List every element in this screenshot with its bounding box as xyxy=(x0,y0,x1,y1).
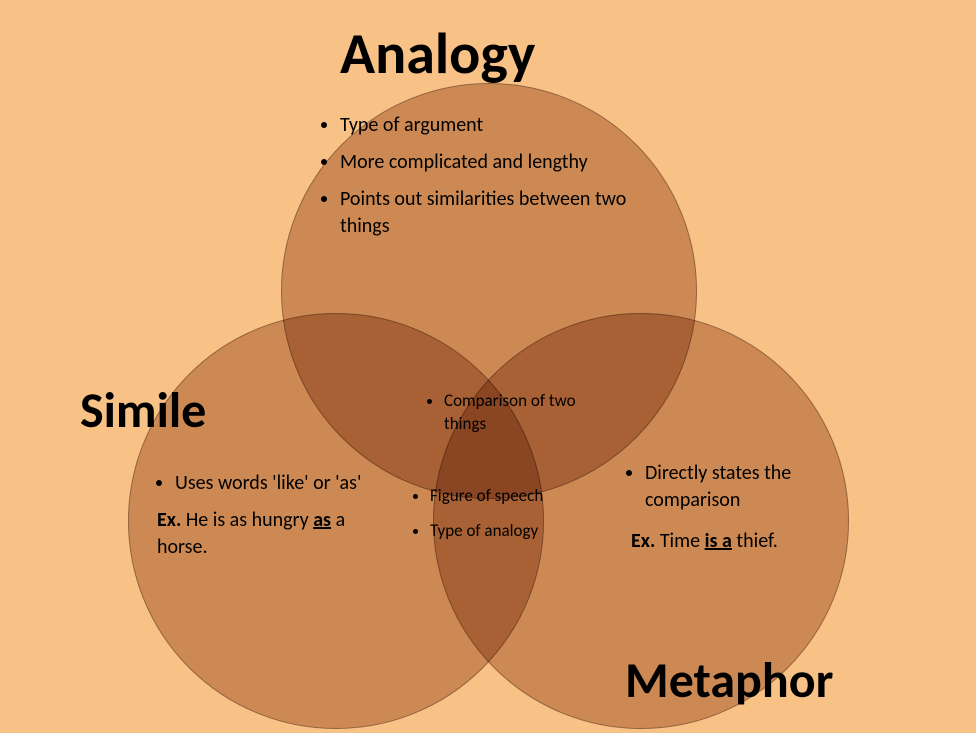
bullet-item: Type of analogy xyxy=(430,520,585,543)
bullet-item: Figure of speech xyxy=(430,485,585,508)
bullet-item: Comparison of two things xyxy=(444,390,585,436)
center-bottom-content: Figure of speech Type of analogy xyxy=(420,485,585,555)
title-simile: Simile xyxy=(80,380,206,441)
venn-diagram: Analogy Simile Metaphor Type of argument… xyxy=(0,0,976,733)
title-analogy: Analogy xyxy=(340,18,535,89)
bullet-item: Directly states the comparison xyxy=(645,460,850,514)
title-metaphor: Metaphor xyxy=(625,650,833,711)
bullet-item: Uses words 'like' or 'as' xyxy=(175,470,390,497)
bullet-item: Points out similarities between two thin… xyxy=(340,186,650,240)
bullet-item: Type of argument xyxy=(340,112,650,139)
example-text: Ex. Time is a thief. xyxy=(625,528,850,555)
example-text: Ex. He is as hungry as a horse. xyxy=(155,507,390,561)
simile-content: Uses words 'like' or 'as' Ex. He is as h… xyxy=(155,470,390,561)
center-top-content: Comparison of two things xyxy=(430,390,585,440)
metaphor-content: Directly states the comparison Ex. Time … xyxy=(625,460,850,555)
analogy-content: Type of argument More complicated and len… xyxy=(320,112,650,250)
bullet-item: More complicated and lengthy xyxy=(340,149,650,176)
